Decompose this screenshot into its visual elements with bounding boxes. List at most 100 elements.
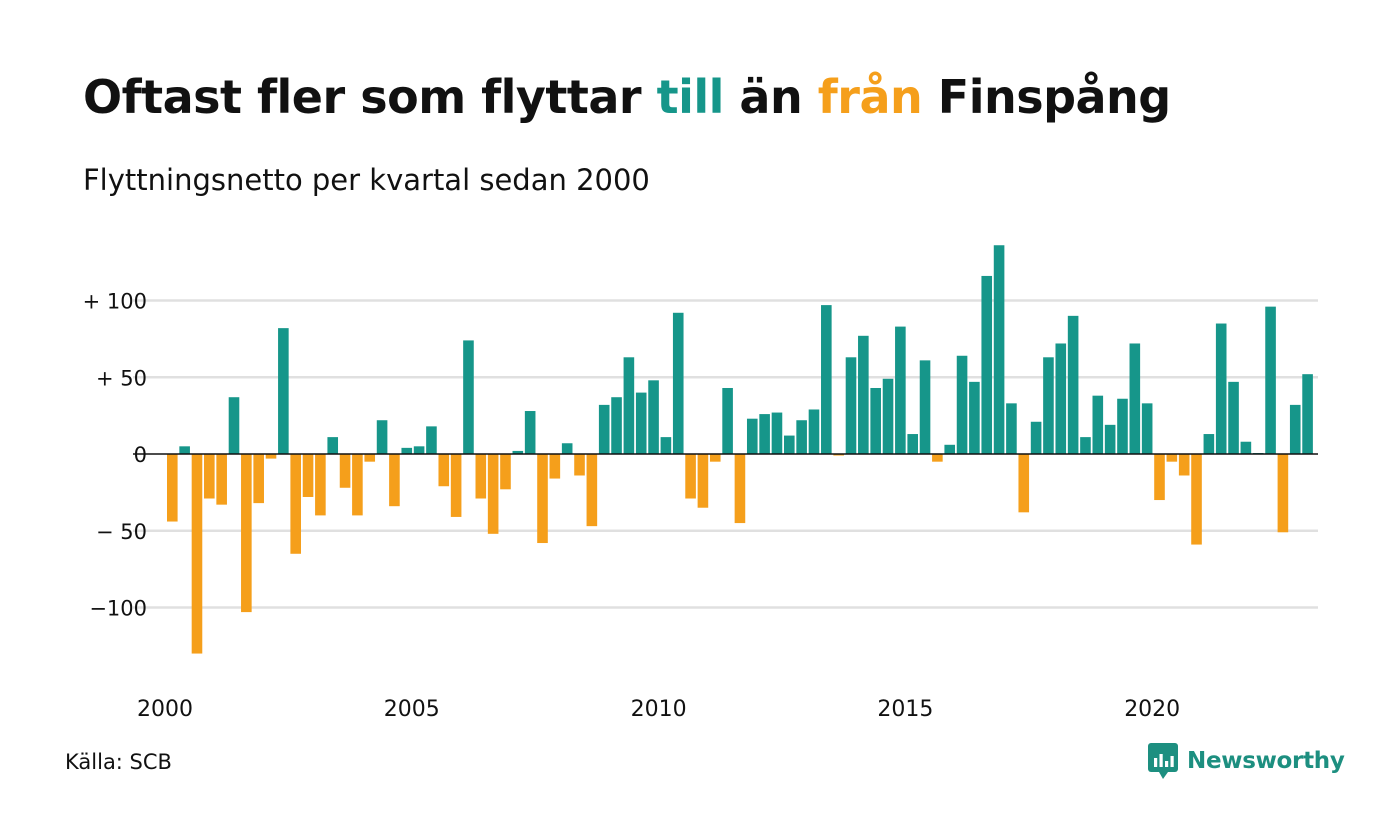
bar (191, 454, 203, 654)
bar (315, 454, 326, 516)
bar (1030, 421, 1042, 454)
bar (574, 454, 585, 476)
bar (611, 397, 622, 454)
bar (1092, 395, 1104, 454)
newsworthy-logo-icon (1148, 743, 1178, 779)
bar (1289, 404, 1301, 454)
brand-name: Newsworthy (1187, 748, 1345, 774)
bar (648, 380, 659, 454)
bar (327, 437, 339, 454)
bar (1191, 454, 1202, 545)
bar (1154, 454, 1165, 501)
bar (253, 454, 264, 504)
bar (512, 450, 524, 454)
bars (167, 245, 1313, 654)
bar (216, 454, 227, 505)
bar (500, 454, 511, 490)
bar (179, 446, 190, 454)
bar (858, 335, 869, 454)
bar (1166, 454, 1178, 462)
bar (426, 426, 437, 454)
bar (821, 305, 832, 454)
bar (561, 443, 573, 454)
bar (1141, 403, 1153, 454)
bar (907, 434, 918, 454)
bar (709, 454, 721, 462)
bar (1302, 374, 1313, 454)
bar (1080, 437, 1091, 454)
title-part-4: Finspång (922, 70, 1171, 124)
y-tick-label: −100 (89, 597, 147, 621)
bar (1129, 343, 1141, 454)
bar (919, 360, 931, 454)
bar (1240, 441, 1252, 454)
x-tick-label: 2000 (137, 697, 193, 722)
bar (759, 414, 770, 454)
y-tick-label: 0 (134, 443, 147, 467)
bar (956, 355, 968, 454)
bar (450, 454, 462, 517)
bar (352, 454, 363, 516)
bar (1277, 454, 1289, 533)
bar (932, 454, 943, 462)
bar (438, 454, 450, 487)
y-tick-label: + 100 (83, 290, 147, 314)
bar (1104, 424, 1116, 454)
x-axis-ticks: 2000 2005 2010 2015 2020 (137, 697, 1180, 722)
bar (771, 412, 783, 454)
bar (290, 454, 301, 554)
bar (376, 420, 388, 454)
x-tick-label: 2020 (1124, 697, 1180, 722)
bar (697, 454, 709, 508)
bar (475, 454, 487, 499)
bar (241, 454, 252, 613)
bar (784, 435, 795, 454)
bar (524, 411, 536, 454)
source-note: Källa: SCB (65, 750, 172, 774)
bar (364, 454, 376, 462)
bar (895, 326, 906, 454)
y-tick-label: − 50 (96, 520, 147, 544)
bar (413, 446, 425, 454)
bar (1265, 306, 1276, 454)
bar (1018, 454, 1030, 513)
x-tick-label: 2005 (384, 697, 440, 722)
bar (204, 454, 215, 499)
bar (1055, 343, 1067, 454)
bar (167, 454, 178, 522)
bar (672, 312, 684, 454)
bar (796, 420, 807, 454)
bar (339, 454, 351, 488)
bar (944, 444, 956, 454)
bar (401, 447, 413, 454)
bar (746, 418, 758, 454)
bar (1228, 381, 1239, 454)
brand-logo: Newsworthy (1148, 743, 1345, 779)
bar (734, 454, 746, 524)
title-part-1: till (656, 70, 725, 124)
y-axis-ticks: + 100 + 50 0 − 50 −100 (83, 290, 147, 621)
x-tick-label: 2010 (631, 697, 687, 722)
bar (389, 454, 400, 507)
bar (537, 454, 548, 544)
bar-chart: + 100 + 50 0 − 50 −100 2000 2005 2010 2015 2020 (83, 245, 1318, 722)
bar (487, 454, 499, 534)
chart-subtitle: Flyttningsnetto per kvartal sedan 2000 (83, 163, 650, 197)
bar (969, 381, 980, 454)
bar (302, 454, 314, 497)
bar (1203, 434, 1215, 454)
title-part-0: Oftast fler som flyttar (83, 70, 657, 124)
bar (1067, 315, 1079, 454)
bar (1117, 398, 1128, 454)
bar (1043, 357, 1054, 454)
bar (870, 387, 881, 454)
bar (1215, 323, 1227, 454)
title-part-3: från (817, 70, 923, 124)
bar (598, 404, 610, 454)
bar (278, 328, 289, 454)
title-part-2: än (723, 70, 818, 124)
bar (1178, 454, 1190, 476)
bar (1006, 403, 1017, 454)
bar (265, 454, 277, 459)
grid-lines (133, 299, 1318, 609)
